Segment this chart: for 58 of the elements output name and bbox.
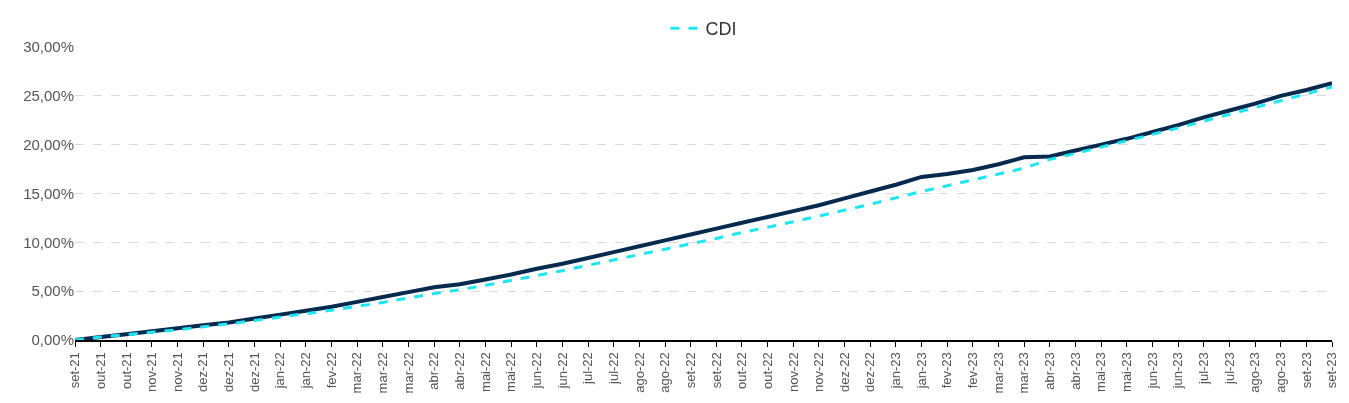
x-tick-label: jan-22 bbox=[298, 352, 314, 390]
x-tick-label: fev-23 bbox=[939, 352, 955, 389]
x-tick-label: set-23 bbox=[1324, 352, 1340, 389]
x-tick-label: set-22 bbox=[708, 352, 724, 389]
x-tick-label: jul-22 bbox=[605, 352, 621, 385]
x-tick-label: jun-22 bbox=[528, 352, 544, 390]
x-tick-label: dez-22 bbox=[862, 352, 878, 392]
x-tick-label: jun-22 bbox=[554, 352, 570, 390]
x-tick-label: mar-22 bbox=[400, 352, 416, 394]
x-tick-label: ago-22 bbox=[657, 352, 673, 393]
x-tick-label: dez-21 bbox=[246, 352, 262, 392]
x-tick-label: set-21 bbox=[67, 352, 83, 389]
x-tick-label: mai-22 bbox=[503, 352, 519, 392]
x-tick-label: abr-22 bbox=[452, 352, 468, 390]
x-tick-label: nov-21 bbox=[144, 352, 160, 392]
x-tick-label: jun-23 bbox=[1170, 352, 1186, 390]
x-tick-label: out-22 bbox=[759, 352, 775, 390]
x-tick-label: abr-23 bbox=[1067, 352, 1083, 390]
x-tick-label: out-21 bbox=[118, 352, 134, 390]
x-tick-label: jun-23 bbox=[1144, 352, 1160, 390]
x-tick-label: mai-23 bbox=[1119, 352, 1135, 392]
x-tick-label: dez-22 bbox=[836, 352, 852, 392]
x-tick-label: dez-21 bbox=[221, 352, 237, 392]
legend-label: CDI bbox=[705, 19, 737, 40]
x-tick-label: mai-22 bbox=[477, 352, 493, 392]
x-tick-label: nov-21 bbox=[169, 352, 185, 392]
x-tick-label: jul-23 bbox=[1221, 352, 1237, 385]
x-tick-label: ago-23 bbox=[1272, 352, 1288, 393]
x-tick-label: abr-23 bbox=[1042, 352, 1058, 390]
x-tick-label: set-23 bbox=[1298, 352, 1314, 389]
y-tick-label: 15,00% bbox=[23, 184, 74, 202]
x-tick-label: ago-23 bbox=[1247, 352, 1263, 393]
x-tick-label: mai-23 bbox=[1093, 352, 1109, 392]
x-tick-label: mar-23 bbox=[990, 352, 1006, 394]
x-tick-label: mar-23 bbox=[1016, 352, 1032, 394]
x-tick-label: mar-22 bbox=[375, 352, 391, 394]
x-tick-label: jul-22 bbox=[580, 352, 596, 385]
x-tick-label: abr-22 bbox=[426, 352, 442, 390]
y-tick-label: 5,00% bbox=[31, 282, 74, 300]
x-tick-label: jan-23 bbox=[913, 352, 929, 390]
x-tick-label: out-21 bbox=[92, 352, 108, 390]
x-tick-label: nov-22 bbox=[811, 352, 827, 392]
x-tick-label: fev-23 bbox=[965, 352, 981, 389]
x-tick-label: mar-22 bbox=[349, 352, 365, 394]
y-tick-label: 30,00% bbox=[23, 38, 74, 56]
x-tick-label: jan-22 bbox=[272, 352, 288, 390]
x-tick-label: fev-22 bbox=[323, 352, 339, 389]
y-tick-label: 25,00% bbox=[23, 87, 74, 105]
x-tick-label: ago-22 bbox=[631, 352, 647, 393]
y-tick-label: 20,00% bbox=[23, 135, 74, 153]
x-tick-label: dez-21 bbox=[195, 352, 211, 392]
y-tick-label: 0,00% bbox=[31, 331, 74, 349]
x-tick-label: jan-23 bbox=[888, 352, 904, 390]
y-tick-label: 10,00% bbox=[23, 233, 74, 251]
x-tick-label: out-22 bbox=[734, 352, 750, 390]
x-tick-label: jul-23 bbox=[1195, 352, 1211, 385]
x-tick-label: nov-22 bbox=[785, 352, 801, 392]
x-tick-label: set-22 bbox=[682, 352, 698, 389]
